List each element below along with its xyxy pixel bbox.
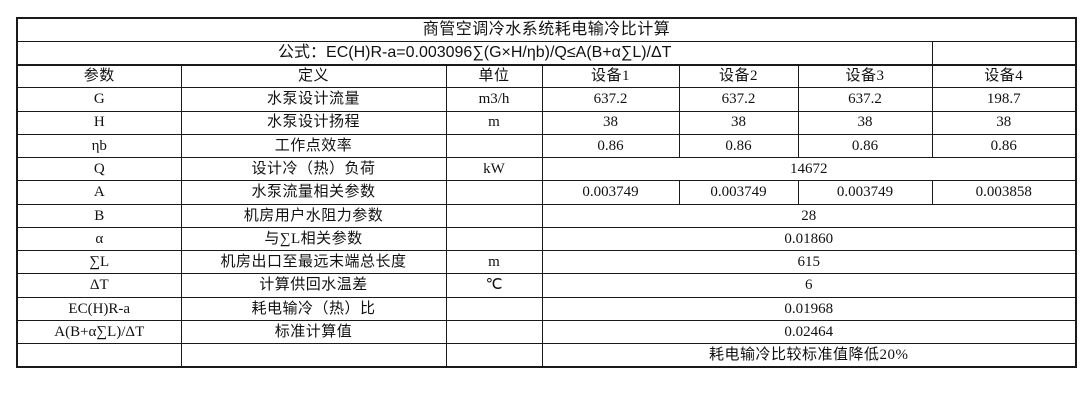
param-cell: ΔT (16, 273, 182, 298)
value-cell-device1: 38 (541, 110, 680, 135)
definition-cell: 水泵流量相关参数 (180, 180, 447, 205)
merged-value-cell: 0.01860 (541, 226, 1077, 252)
table-row-A: A 水泵流量相关参数 0.003749 0.003749 0.003749 0.… (16, 180, 1077, 205)
value-cell-device3: 38 (797, 110, 933, 135)
param-cell: EC(H)R-a (16, 296, 182, 321)
title-row: 商管空调冷水系统耗电输冷比计算 (16, 17, 1077, 42)
param-cell: G (16, 87, 182, 112)
definition-cell (180, 343, 447, 368)
param-cell: Q (16, 157, 182, 182)
unit-cell (445, 319, 543, 345)
merged-value-cell: 14672 (541, 157, 1077, 182)
value-cell-device4: 0.86 (931, 133, 1077, 159)
table-row-G: G 水泵设计流量 m3/h 637.2 637.2 637.2 198.7 (16, 87, 1077, 112)
value-cell-device1: 637.2 (541, 87, 680, 112)
column-header-definition: 定义 (180, 63, 447, 89)
column-header-device2: 设备2 (678, 63, 799, 89)
column-header-unit: 单位 (445, 63, 543, 89)
param-cell: ηb (16, 133, 182, 159)
unit-cell (445, 296, 543, 321)
value-cell-device4: 38 (931, 110, 1077, 135)
param-cell: B (16, 203, 182, 228)
unit-cell: kW (445, 157, 543, 182)
value-cell-device1: 0.86 (541, 133, 680, 159)
value-cell-device2: 0.86 (678, 133, 799, 159)
calculation-table-container: 商管空调冷水系统耗电输冷比计算 公式：EC(H)R-a=0.003096∑(G×… (16, 17, 1078, 368)
column-header-device3: 设备3 (797, 63, 933, 89)
value-cell-device2: 637.2 (678, 87, 799, 112)
unit-cell (445, 343, 543, 368)
table-title: 商管空调冷水系统耗电输冷比计算 (16, 17, 1077, 42)
definition-cell: 工作点效率 (180, 133, 447, 159)
definition-cell: 标准计算值 (180, 319, 447, 345)
value-cell-device3: 0.003749 (797, 180, 933, 205)
table-row-H: H 水泵设计扬程 m 38 38 38 38 (16, 110, 1077, 135)
column-header-param: 参数 (16, 63, 182, 89)
conclusion-note: 耗电输冷比较标准值降低20% (541, 343, 1077, 368)
param-cell: A (16, 180, 182, 205)
merged-value-cell: 6 (541, 273, 1077, 298)
definition-cell: 水泵设计扬程 (180, 110, 447, 135)
unit-cell: ℃ (445, 273, 543, 298)
table-row-Q: Q 设计冷（热）负荷 kW 14672 (16, 157, 1077, 182)
value-cell-device2: 38 (678, 110, 799, 135)
merged-value-cell: 615 (541, 250, 1077, 275)
unit-cell: m (445, 110, 543, 135)
unit-cell (445, 226, 543, 252)
table-row-echr-a: EC(H)R-a 耗电输冷（热）比 0.01968 (16, 296, 1077, 321)
unit-cell: m (445, 250, 543, 275)
definition-cell: 机房用户水阻力参数 (180, 203, 447, 228)
formula-row-empty-cell (931, 40, 1077, 66)
table-row-conclusion: 耗电输冷比较标准值降低20% (16, 343, 1077, 368)
definition-cell: 机房出口至最远末端总长度 (180, 250, 447, 275)
merged-value-cell: 28 (541, 203, 1077, 228)
merged-value-cell: 0.02464 (541, 319, 1077, 345)
column-header-device1: 设备1 (541, 63, 680, 89)
unit-cell: m3/h (445, 87, 543, 112)
value-cell-device4: 0.003858 (931, 180, 1077, 205)
table-row-etab: ηb 工作点效率 0.86 0.86 0.86 0.86 (16, 133, 1077, 159)
table-row-B: B 机房用户水阻力参数 28 (16, 203, 1077, 228)
unit-cell (445, 180, 543, 205)
definition-cell: 水泵设计流量 (180, 87, 447, 112)
unit-cell (445, 203, 543, 228)
table-row-deltaT: ΔT 计算供回水温差 ℃ 6 (16, 273, 1077, 298)
value-cell-device4: 198.7 (931, 87, 1077, 112)
definition-cell: 耗电输冷（热）比 (180, 296, 447, 321)
param-cell: H (16, 110, 182, 135)
value-cell-device3: 637.2 (797, 87, 933, 112)
value-cell-device3: 0.86 (797, 133, 933, 159)
definition-cell: 设计冷（热）负荷 (180, 157, 447, 182)
table-row-standard: A(B+α∑L)/ΔT 标准计算值 0.02464 (16, 319, 1077, 345)
formula-row: 公式：EC(H)R-a=0.003096∑(G×H/ηb)/Q≤A(B+α∑L)… (16, 40, 1077, 66)
table-row-sigmaL: ∑L 机房出口至最远末端总长度 m 615 (16, 250, 1077, 275)
column-header-device4: 设备4 (931, 63, 1077, 89)
param-cell (16, 343, 182, 368)
unit-cell (445, 133, 543, 159)
merged-value-cell: 0.01968 (541, 296, 1077, 321)
param-cell: A(B+α∑L)/ΔT (16, 319, 182, 345)
header-row: 参数 定义 单位 设备1 设备2 设备3 设备4 (16, 63, 1077, 89)
value-cell-device1: 0.003749 (541, 180, 680, 205)
table-row-alpha: α 与∑L相关参数 0.01860 (16, 226, 1077, 252)
param-cell: α (16, 226, 182, 252)
definition-cell: 与∑L相关参数 (180, 226, 447, 252)
param-cell: ∑L (16, 250, 182, 275)
calculation-table: 商管空调冷水系统耗电输冷比计算 公式：EC(H)R-a=0.003096∑(G×… (16, 17, 1078, 368)
formula-text: 公式：EC(H)R-a=0.003096∑(G×H/ηb)/Q≤A(B+α∑L)… (16, 40, 933, 66)
value-cell-device2: 0.003749 (678, 180, 799, 205)
definition-cell: 计算供回水温差 (180, 273, 447, 298)
